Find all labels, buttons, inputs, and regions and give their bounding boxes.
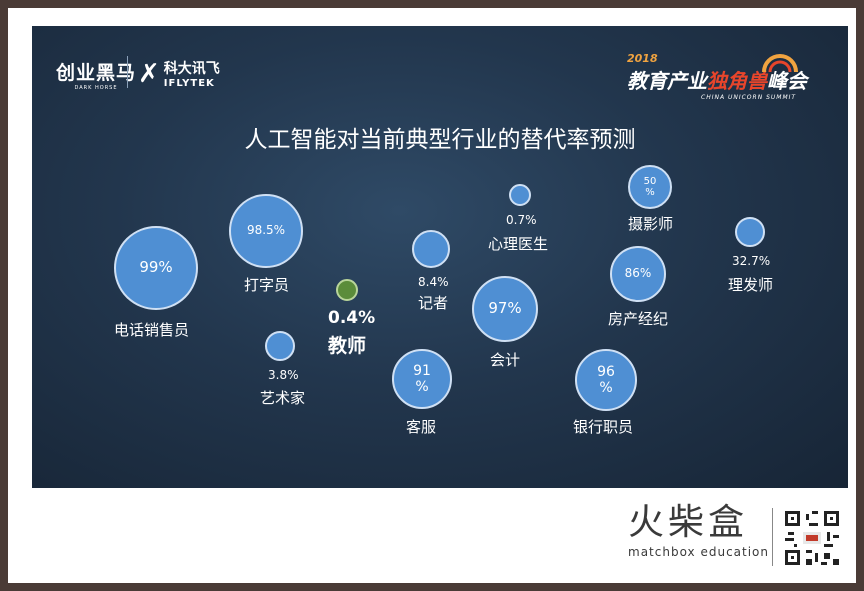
- qr-code-icon: [782, 508, 842, 568]
- value-accountant: 97%: [488, 299, 522, 318]
- label-accountant: 会计: [490, 351, 521, 369]
- bubble-accountant: 97%: [472, 276, 538, 342]
- bubble-telesales: 99%: [114, 226, 198, 310]
- label-teacher: 教师: [328, 335, 367, 357]
- bubble-journalist: [412, 230, 450, 268]
- label-customer-service: 客服: [406, 418, 437, 436]
- dark-horse-logo-en: DARK HORSE: [74, 85, 118, 91]
- matchbox-logo-cn: 火柴盒: [628, 502, 749, 543]
- summit-title-a: 教育产业: [627, 69, 707, 93]
- bubble-barber: [735, 217, 765, 247]
- bubble-psychologist: [509, 184, 531, 206]
- dark-horse-logo-cn: 创业黑马: [56, 62, 137, 84]
- iflytek-mark-icon: ✗: [138, 58, 160, 89]
- dark-horse-logo: 创业黑马 DARK HORSE: [56, 58, 136, 91]
- label-typist: 打字员: [244, 276, 290, 294]
- iflytek-logo-cn: 科大讯飞: [163, 61, 220, 77]
- value-typist: 98.5%: [246, 223, 286, 238]
- bubble-typist: 98.5%: [229, 194, 303, 268]
- summit-year: 2018: [627, 52, 658, 65]
- bubble-bank-clerk: 96 %: [575, 349, 637, 411]
- bubble-customer-service: 91 %: [392, 349, 452, 409]
- logo-divider: [127, 56, 128, 88]
- bubble-teacher: [336, 279, 358, 301]
- value-telesales: 99%: [139, 258, 173, 277]
- slide: 创业黑马 DARK HORSE ✗ 科大讯飞 IFLYTEK 2018 教育产业…: [32, 26, 848, 488]
- bubble-realtor: 86%: [610, 246, 666, 302]
- label-barber: 理发师: [728, 276, 774, 294]
- label-psychologist: 心理医生: [488, 235, 549, 253]
- footer-divider: [772, 508, 773, 566]
- value-realtor: 86%: [624, 266, 652, 281]
- label-bank-clerk: 银行职员: [573, 418, 634, 436]
- value-journalist: 8.4%: [418, 275, 449, 289]
- label-journalist: 记者: [418, 294, 449, 312]
- summit-title-b: 独角兽: [707, 69, 767, 93]
- matchbox-logo-en: matchbox education: [628, 545, 769, 559]
- value-bank-clerk: 96 %: [597, 363, 615, 396]
- label-realtor: 房产经纪: [608, 310, 669, 328]
- matchbox-logo: 火柴盒 matchbox education: [628, 502, 769, 560]
- value-teacher: 0.4%: [328, 308, 376, 328]
- value-customer-service: 91 %: [413, 362, 431, 395]
- value-barber: 32.7%: [732, 254, 771, 268]
- label-photographer: 摄影师: [628, 215, 674, 233]
- summit-arc-icon: [762, 54, 798, 73]
- page-frame: 创业黑马 DARK HORSE ✗ 科大讯飞 IFLYTEK 2018 教育产业…: [8, 8, 856, 583]
- summit-logo: 2018 教育产业独角兽峰会 CHINA UNICORN SUMMIT: [627, 52, 807, 101]
- summit-title: 教育产业独角兽峰会: [627, 65, 807, 94]
- summit-en: CHINA UNICORN SUMMIT: [701, 94, 797, 101]
- iflytek-logo-en: IFLYTEK: [163, 78, 215, 89]
- value-artist: 3.8%: [268, 368, 299, 382]
- bubble-photographer: 50 %: [628, 165, 672, 209]
- label-artist: 艺术家: [260, 389, 306, 407]
- chart-title: 人工智能对当前典型行业的替代率预测: [244, 127, 636, 153]
- iflytek-logo: ✗ 科大讯飞 IFLYTEK: [138, 58, 220, 90]
- bubble-artist: [265, 331, 295, 361]
- value-psychologist: 0.7%: [506, 213, 537, 227]
- value-photographer: 50 %: [643, 175, 657, 199]
- summit-title-c: 峰会: [767, 69, 807, 93]
- label-telesales: 电话销售员: [114, 321, 190, 339]
